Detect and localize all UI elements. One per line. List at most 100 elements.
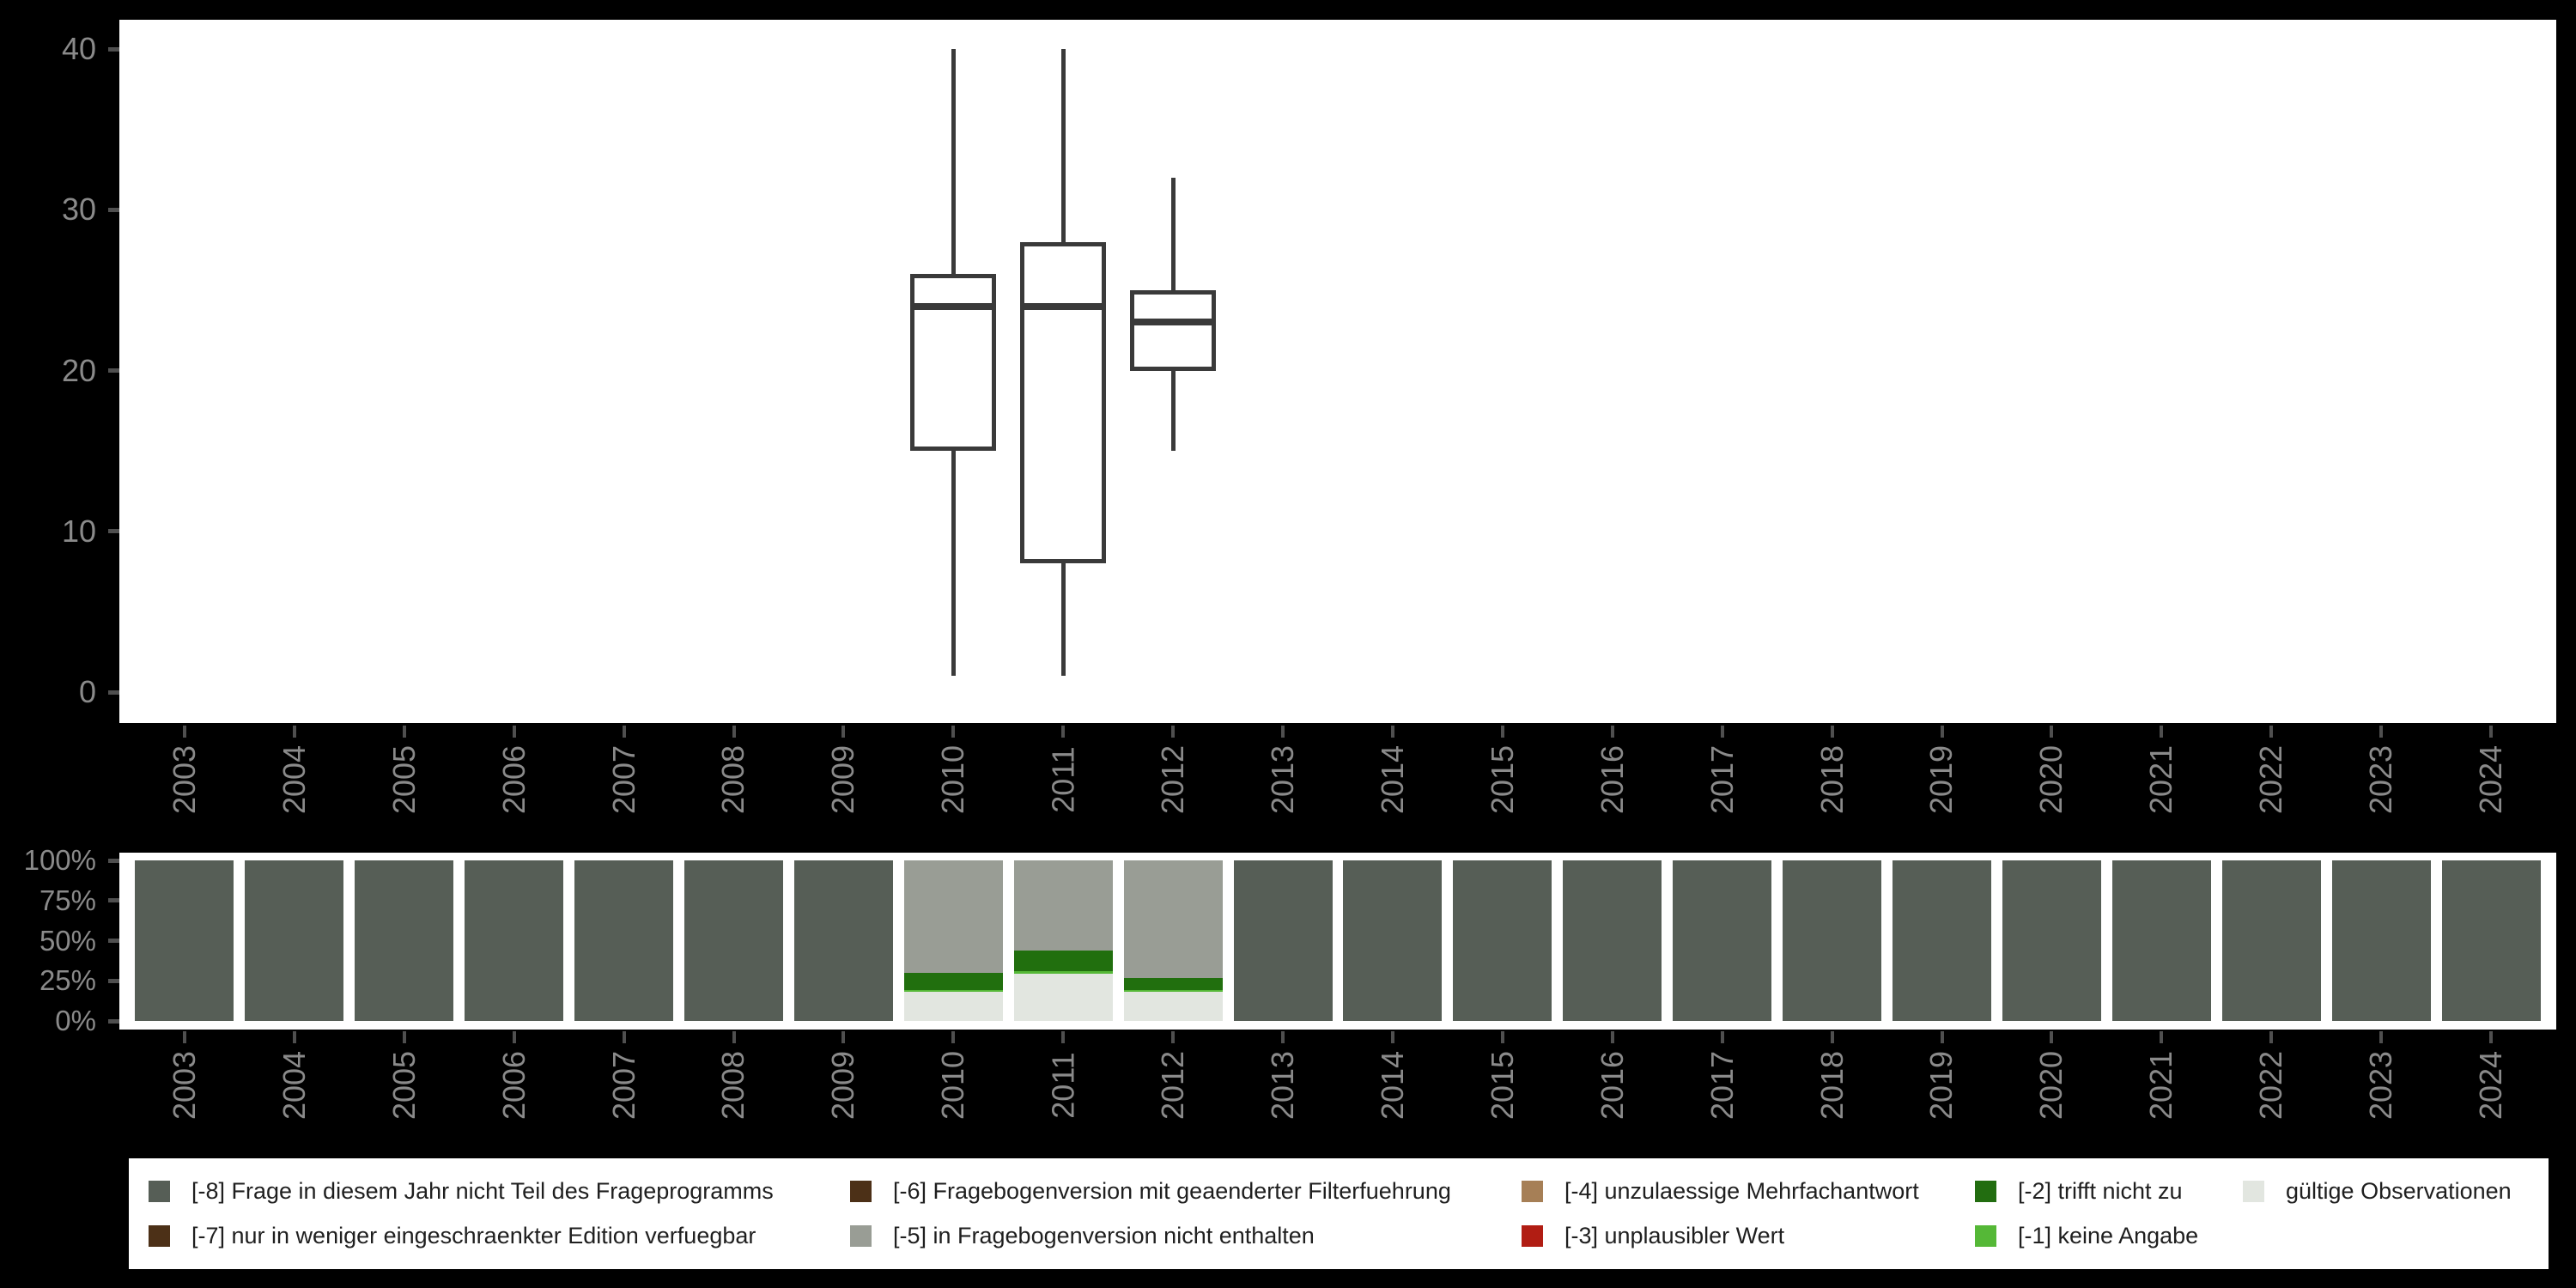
bar-segment	[245, 860, 344, 1021]
year-axis-tick	[2489, 1031, 2494, 1043]
legend-swatch	[1975, 1181, 1996, 1202]
year-axis-tick	[1940, 726, 1944, 738]
year-axis-label-text: 2021	[2143, 744, 2179, 815]
year-axis-label: 2015	[1465, 1048, 1540, 1123]
legend-label: [-1] keine Angabe	[2018, 1223, 2199, 1249]
year-axis-label-text: 2024	[2473, 1050, 2509, 1121]
year-axis-label: 2024	[2453, 742, 2529, 817]
year-axis-label-text: 2022	[2253, 744, 2289, 815]
year-axis-label: 2020	[2014, 742, 2089, 817]
year-axis-label: 2006	[477, 742, 552, 817]
year-axis-label-text: 2006	[495, 1050, 532, 1121]
year-axis-label: 2016	[1575, 1048, 1650, 1123]
median-line	[1020, 302, 1107, 310]
year-axis-label: 2012	[1135, 1048, 1211, 1123]
year-axis-label-text: 2018	[1814, 744, 1850, 815]
year-axis-tick	[1610, 1031, 1614, 1043]
year-axis-label: 2014	[1355, 742, 1431, 817]
median-line	[1130, 319, 1217, 326]
year-axis-label-text: 2019	[1923, 1050, 1959, 1121]
legend-swatch	[1975, 1225, 1996, 1247]
bar-segment	[1013, 973, 1113, 1021]
legend-label: [-8] Frage in diesem Jahr nicht Teil des…	[191, 1178, 774, 1204]
year-axis-tick	[1171, 1031, 1176, 1043]
bar-segment	[2441, 860, 2541, 1021]
year-axis-label-text: 2014	[1374, 1050, 1410, 1121]
year-axis-tick	[841, 1031, 846, 1043]
year-axis-label: 2017	[1685, 1048, 1760, 1123]
bar-segment	[1343, 860, 1443, 1021]
year-axis-label-text: 2011	[1045, 1052, 1081, 1119]
year-axis-tick	[951, 726, 956, 738]
year-axis-label: 2010	[915, 742, 991, 817]
year-axis-label: 2008	[696, 742, 772, 817]
bar-segment	[903, 972, 1003, 990]
year-axis-label-text: 2003	[166, 744, 202, 815]
year-axis-tick	[732, 726, 736, 738]
bar-segment	[1563, 860, 1662, 1021]
bar-segment	[903, 989, 1003, 993]
year-axis-tick	[1720, 1031, 1724, 1043]
bar-segment	[903, 992, 1003, 1021]
box	[1130, 289, 1217, 371]
year-axis-tick	[1940, 1031, 1944, 1043]
bar-segment	[355, 860, 454, 1021]
year-axis-label-text: 2013	[1265, 744, 1301, 815]
year-axis-label-text: 2007	[605, 1050, 641, 1121]
year-axis-tick	[622, 1031, 626, 1043]
year-axis-label: 2008	[696, 1048, 772, 1123]
year-axis-label-text: 2019	[1923, 744, 1959, 815]
bar-segment	[1453, 860, 1552, 1021]
legend-label: [-5] in Fragebogenversion nicht enthalte…	[893, 1223, 1315, 1249]
year-axis-label: 2012	[1135, 742, 1211, 817]
legend-swatch	[850, 1181, 872, 1202]
bar-segment	[1783, 860, 1882, 1021]
year-axis-tick	[1281, 726, 1285, 738]
year-axis-label: 2009	[805, 1048, 881, 1123]
bar-segment	[1123, 978, 1223, 991]
legend-swatch	[2243, 1181, 2264, 1202]
percent-axis-tick	[108, 858, 119, 863]
bar-segment	[684, 860, 783, 1021]
year-axis-label-text: 2010	[935, 744, 971, 815]
year-axis-label-text: 2009	[825, 1050, 861, 1121]
year-axis-label-text: 2013	[1265, 1050, 1301, 1121]
year-axis-label: 2018	[1795, 742, 1870, 817]
year-axis-label: 2020	[2014, 1048, 2089, 1123]
year-axis-label-text: 2006	[495, 744, 532, 815]
year-axis-label-text: 2021	[2143, 1050, 2179, 1121]
year-axis-label-text: 2014	[1374, 744, 1410, 815]
year-axis-label-text: 2010	[935, 1050, 971, 1121]
year-axis-tick	[292, 1031, 296, 1043]
legend-swatch	[850, 1225, 872, 1247]
bar-segment	[1013, 971, 1113, 974]
boxplot-panel	[119, 20, 2556, 723]
year-axis-label-text: 2015	[1484, 744, 1520, 815]
year-axis-label-text: 2017	[1704, 744, 1740, 815]
year-axis-tick	[1720, 726, 1724, 738]
year-axis-label: 2010	[915, 1048, 991, 1123]
year-axis-label: 2007	[586, 742, 662, 817]
percent-axis-label: 0%	[55, 1005, 96, 1036]
box	[910, 274, 997, 452]
year-axis-label: 2023	[2343, 1048, 2419, 1123]
percent-axis-tick	[108, 898, 119, 903]
year-axis-label-text: 2023	[2363, 1050, 2399, 1121]
year-axis-label-text: 2007	[605, 744, 641, 815]
bar-segment	[2111, 860, 2211, 1021]
legend-label: [-2] trifft nicht zu	[2018, 1178, 2183, 1204]
year-axis-label-text: 2018	[1814, 1050, 1850, 1121]
year-axis-label: 2022	[2233, 742, 2309, 817]
year-axis-label: 2023	[2343, 742, 2419, 817]
year-axis-tick	[1830, 726, 1834, 738]
year-axis-label: 2016	[1575, 742, 1650, 817]
year-axis-label: 2006	[477, 1048, 552, 1123]
year-axis-label: 2003	[147, 742, 222, 817]
year-axis-label-text: 2024	[2473, 744, 2509, 815]
year-axis-label-text: 2009	[825, 744, 861, 815]
year-axis-tick	[2050, 1031, 2054, 1043]
year-axis-label: 2017	[1685, 742, 1760, 817]
legend-swatch	[1522, 1225, 1543, 1247]
year-axis-label: 2003	[147, 1048, 222, 1123]
year-axis-tick	[732, 1031, 736, 1043]
